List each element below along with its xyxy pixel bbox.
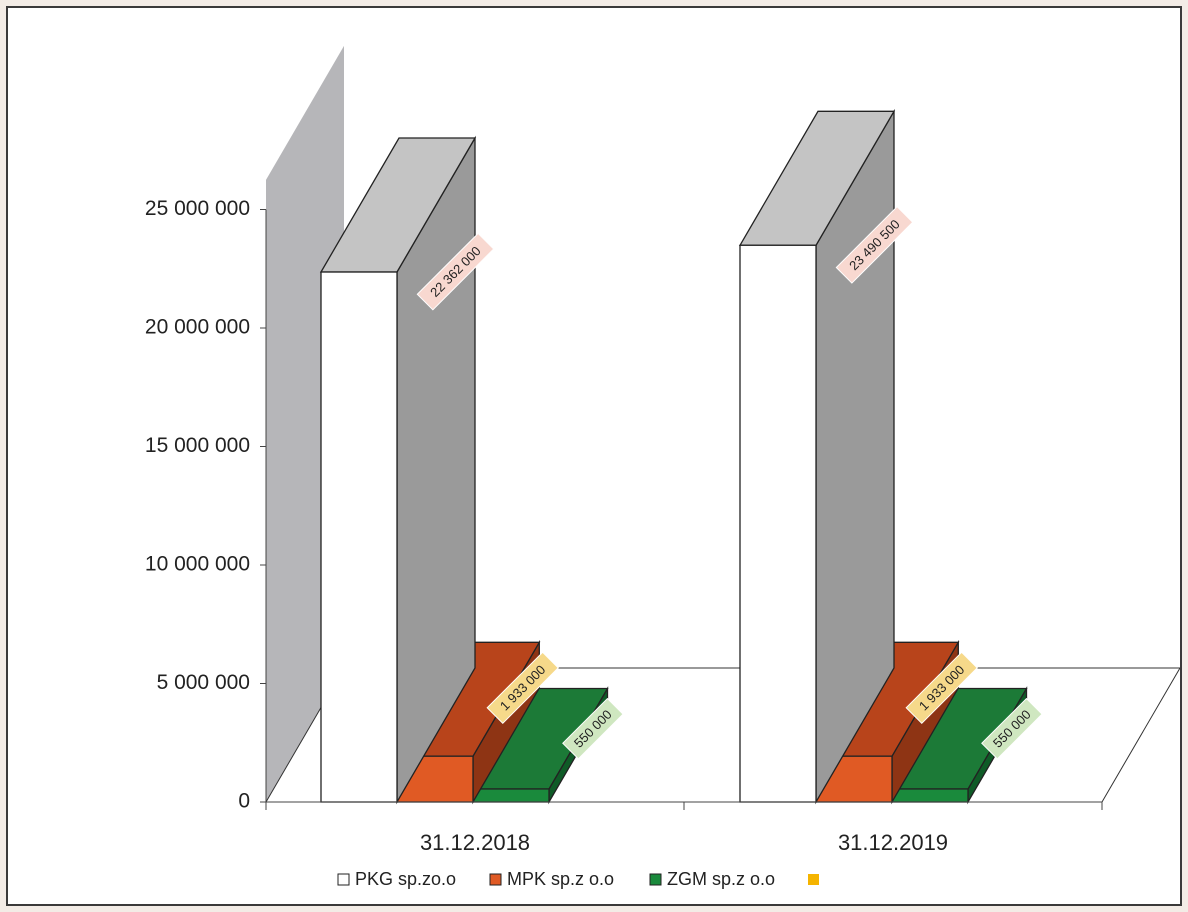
y-tick-label: 10 000 000 bbox=[145, 553, 250, 576]
data-label-bg bbox=[562, 697, 624, 760]
data-label-bg bbox=[905, 651, 978, 725]
legend-label: PKG sp.zo.o bbox=[355, 869, 456, 889]
y-tick-label: 0 bbox=[238, 790, 250, 813]
legend-swatch bbox=[337, 873, 350, 886]
category-label: 31.12.2018 bbox=[420, 830, 530, 855]
data-label-bg bbox=[416, 232, 495, 311]
legend-swatch bbox=[808, 874, 819, 885]
y-tick-label: 25 000 000 bbox=[145, 197, 250, 220]
legend-swatch bbox=[649, 873, 662, 886]
bar bbox=[739, 244, 817, 803]
legend-label: MPK sp.z o.o bbox=[507, 869, 614, 889]
data-label-bg bbox=[835, 206, 914, 284]
chart-frame: 0 5 000 000 10 000 000 15 000 000 20 000 000… bbox=[6, 6, 1182, 906]
y-tick-label: 20 000 000 bbox=[145, 316, 250, 339]
y-tick-label: 15 000 000 bbox=[145, 434, 250, 457]
y-tick-label: 5 000 000 bbox=[157, 671, 250, 694]
value-axis: 0 5 000 000 10 000 000 15 000 000 20 000 000… bbox=[145, 197, 267, 813]
bar bbox=[320, 271, 398, 803]
bar-chart-3d: 0 5 000 000 10 000 000 15 000 000 20 000 000… bbox=[145, 45, 1180, 889]
legend-label: ZGM sp.z o.o bbox=[667, 869, 775, 889]
category-axis: 31.12.2018 31.12.2019 bbox=[265, 801, 1103, 855]
bar bbox=[472, 788, 550, 803]
data-label-bg bbox=[981, 697, 1043, 760]
bar bbox=[891, 788, 969, 803]
data-label-bg bbox=[486, 651, 559, 725]
category-label: 31.12.2019 bbox=[838, 830, 948, 855]
legend-swatch bbox=[489, 873, 502, 886]
legend: PKG sp.zo.o MPK sp.z o.o ZGM sp.z o.o bbox=[337, 869, 819, 889]
